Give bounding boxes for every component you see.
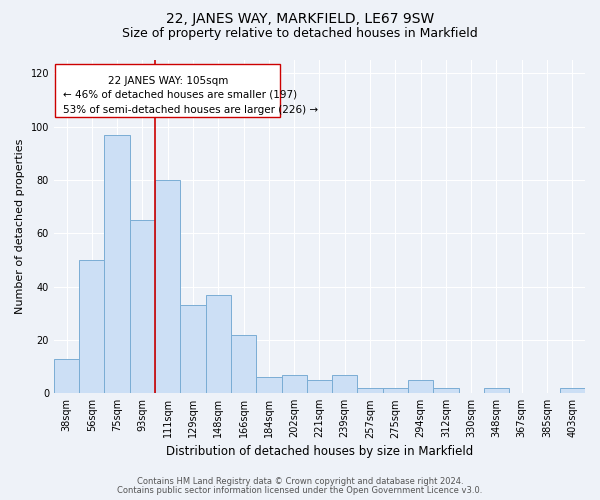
Text: Size of property relative to detached houses in Markfield: Size of property relative to detached ho…: [122, 28, 478, 40]
Text: 22, JANES WAY, MARKFIELD, LE67 9SW: 22, JANES WAY, MARKFIELD, LE67 9SW: [166, 12, 434, 26]
Bar: [358, 388, 383, 393]
Bar: [181, 305, 206, 393]
Bar: [560, 388, 585, 393]
Bar: [130, 220, 155, 393]
Bar: [54, 358, 79, 393]
Bar: [408, 380, 433, 393]
Bar: [433, 388, 458, 393]
Bar: [206, 294, 231, 393]
Bar: [231, 334, 256, 393]
Bar: [307, 380, 332, 393]
Text: Contains HM Land Registry data © Crown copyright and database right 2024.: Contains HM Land Registry data © Crown c…: [137, 477, 463, 486]
Text: 53% of semi-detached houses are larger (226) →: 53% of semi-detached houses are larger (…: [63, 106, 318, 116]
Text: 22 JANES WAY: 105sqm: 22 JANES WAY: 105sqm: [107, 76, 228, 86]
Bar: [155, 180, 181, 393]
Bar: [484, 388, 509, 393]
Bar: [104, 134, 130, 393]
Text: Contains public sector information licensed under the Open Government Licence v3: Contains public sector information licen…: [118, 486, 482, 495]
Bar: [79, 260, 104, 393]
Text: ← 46% of detached houses are smaller (197): ← 46% of detached houses are smaller (19…: [63, 90, 297, 100]
Bar: [281, 374, 307, 393]
Y-axis label: Number of detached properties: Number of detached properties: [15, 139, 25, 314]
Bar: [256, 377, 281, 393]
FancyBboxPatch shape: [55, 64, 280, 118]
Bar: [332, 374, 358, 393]
Bar: [383, 388, 408, 393]
X-axis label: Distribution of detached houses by size in Markfield: Distribution of detached houses by size …: [166, 444, 473, 458]
